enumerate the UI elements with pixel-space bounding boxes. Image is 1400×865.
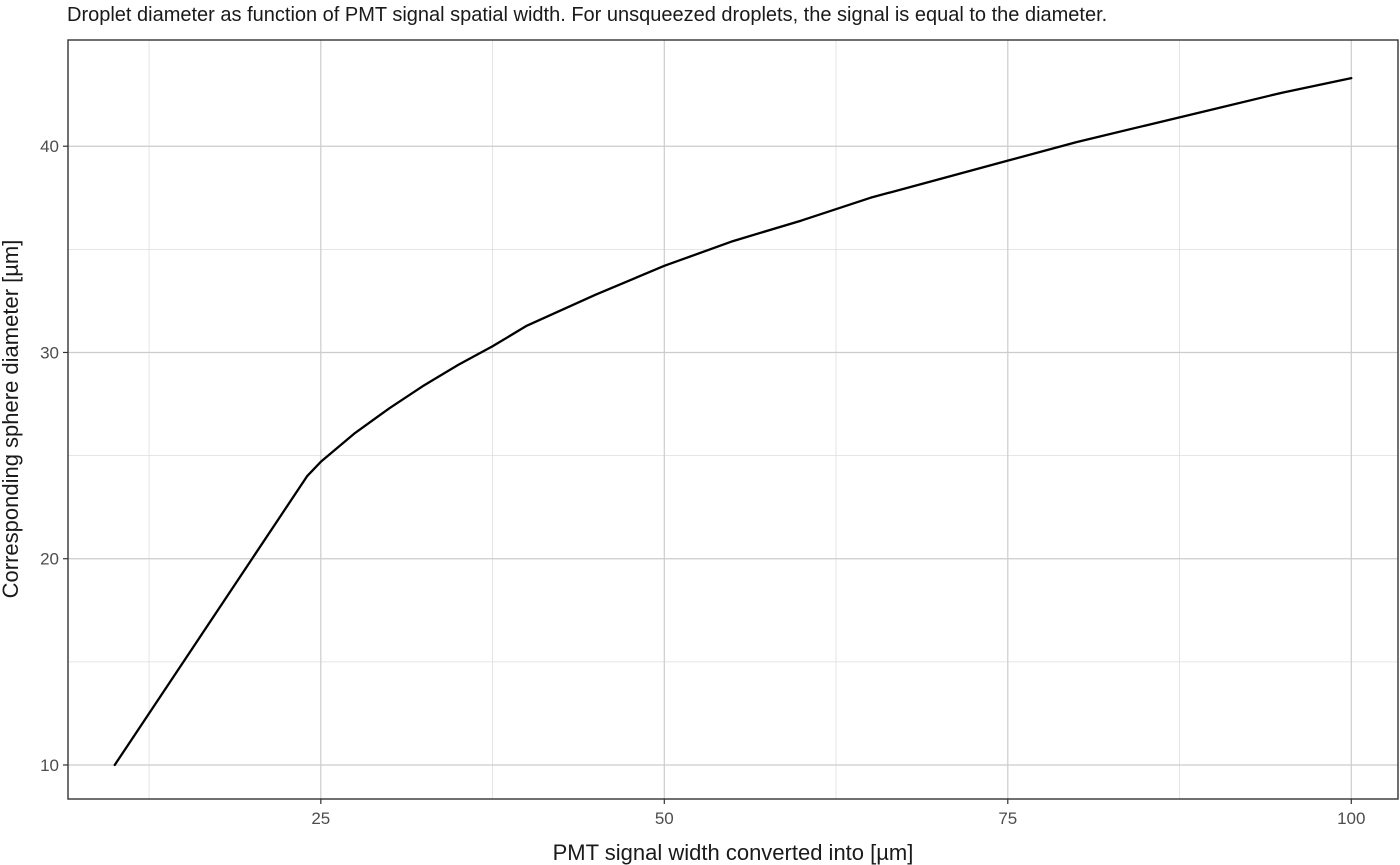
plot-panel	[68, 40, 1398, 799]
minor-gridlines	[68, 40, 1398, 799]
y-axis-ticks: 10 20 30 40	[40, 137, 68, 775]
chart-title: Droplet diameter as function of PMT sign…	[67, 4, 1107, 26]
y-axis-label: Corresponding sphere diameter [µm]	[0, 240, 23, 599]
data-series	[113, 77, 1353, 767]
y-tick-label: 30	[40, 343, 59, 362]
x-tick-label: 100	[1337, 809, 1365, 828]
series-line	[113, 77, 1353, 767]
x-axis-label: PMT signal width converted into [µm]	[553, 840, 914, 865]
x-tick-label: 75	[998, 809, 1017, 828]
x-axis-ticks: 25 50 75 100	[311, 799, 1365, 828]
x-tick-label: 50	[655, 809, 674, 828]
y-tick-label: 10	[40, 756, 59, 775]
y-tick-label: 40	[40, 137, 59, 156]
y-tick-label: 20	[40, 550, 59, 569]
plot-border	[67, 39, 1399, 800]
major-gridlines	[68, 40, 1398, 799]
x-tick-label: 25	[311, 809, 330, 828]
